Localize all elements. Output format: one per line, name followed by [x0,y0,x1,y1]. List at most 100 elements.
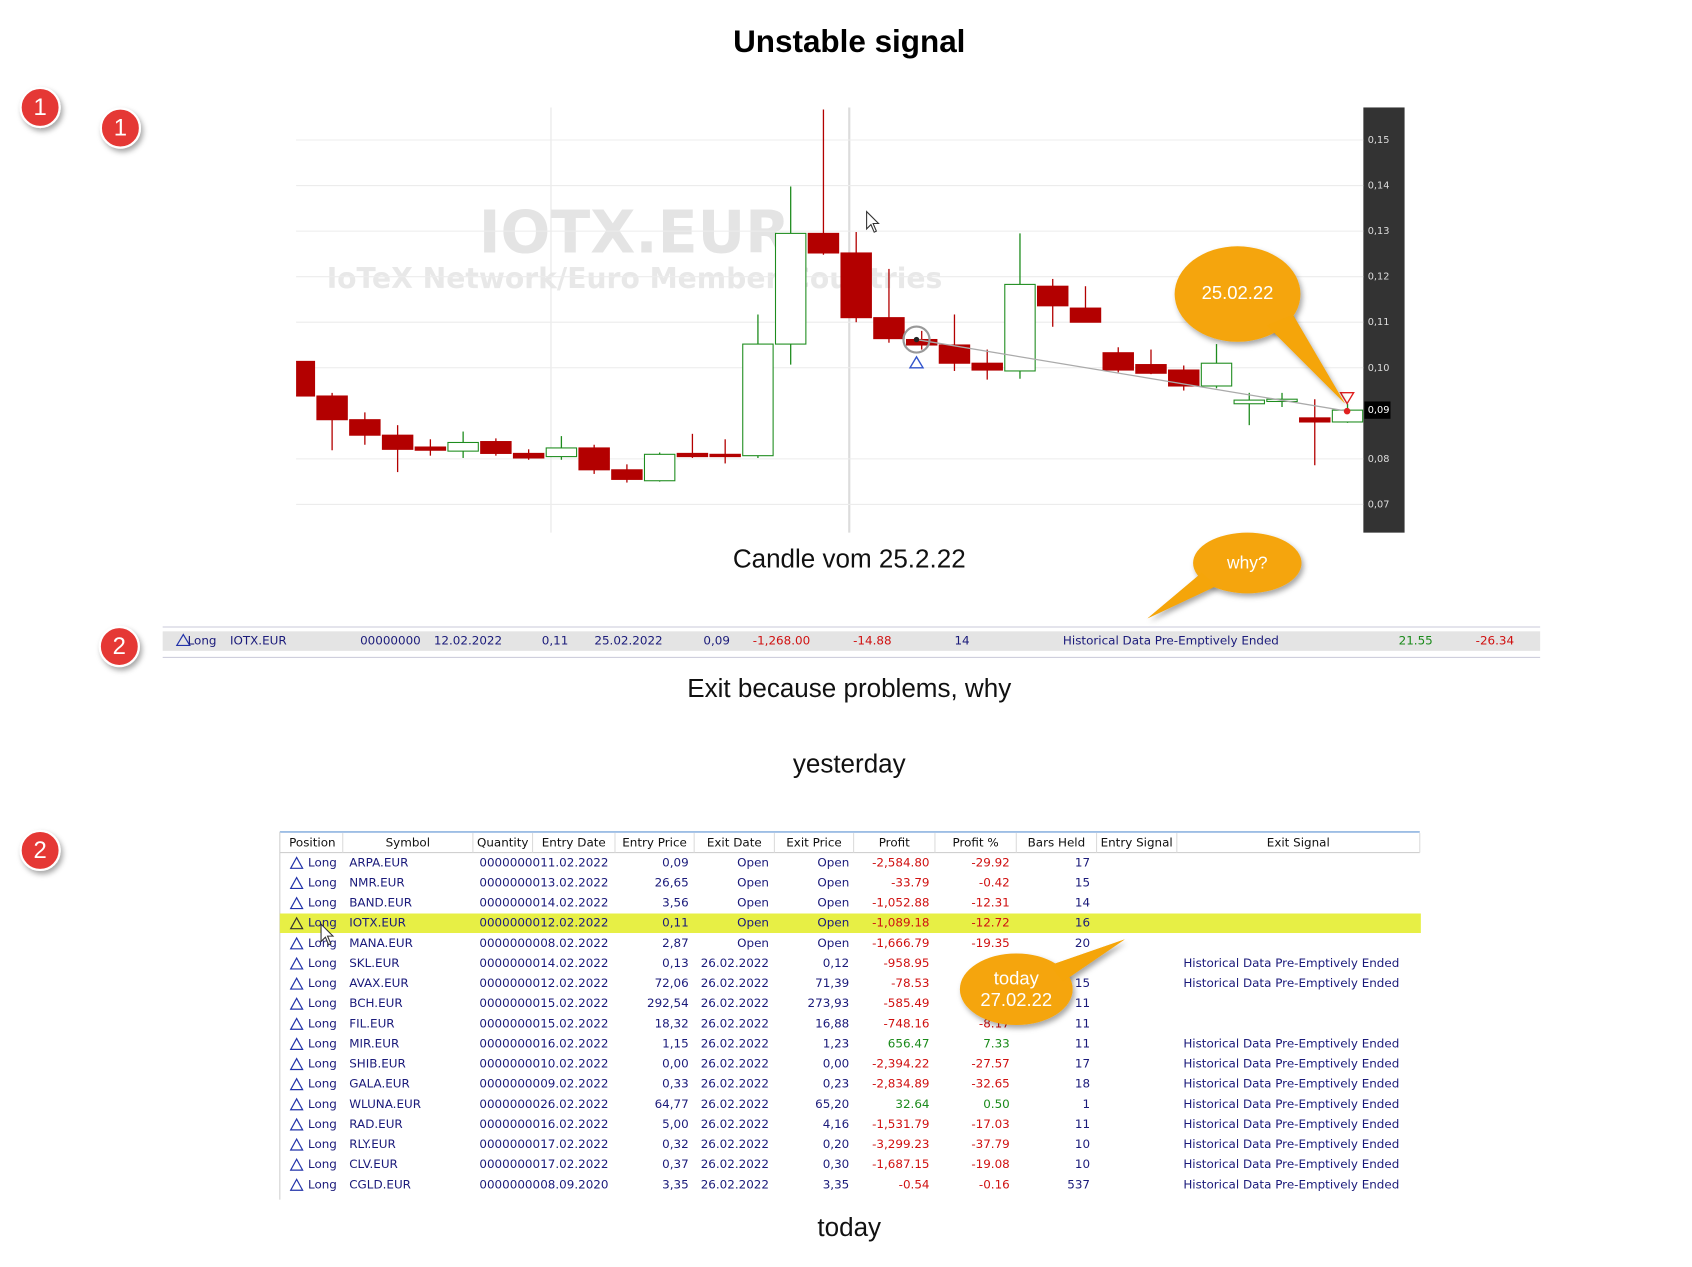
long-icon [289,1137,304,1151]
table-cell: Historical Data Pre-Emptively Ended [1183,1177,1399,1191]
table-cell: 3,56 [662,896,689,910]
table-cell: 10 [1075,1137,1090,1151]
table-cell: -37.79 [971,1137,1009,1151]
badge [99,107,141,149]
last-price-tag [1364,401,1391,419]
candle-body [414,446,447,451]
y-tick-label: 0,08 [1368,454,1390,465]
long-icon [289,896,304,910]
table-cell: 00000000 [479,855,540,869]
strip-background [162,631,1541,651]
table-cell: 26.02.2022 [701,1016,769,1030]
y-tick-label: 0,11 [1368,317,1390,328]
long-icon [289,1057,304,1071]
table-cell: 09.02.2022 [540,1077,608,1091]
candle-body [1233,399,1265,405]
candle-body [316,395,348,421]
strip-cell: -26.34 [1476,634,1514,648]
table-cell: 26.02.2022 [540,1097,608,1111]
table-cell: 10.02.2022 [540,1057,608,1071]
table-cell: 16,88 [815,1016,849,1030]
candle-body [611,469,643,480]
table-cell: 0,00 [823,1057,850,1071]
strip-cell: 0,09 [703,634,730,648]
caption: yesterday [793,749,906,779]
table-cell: 08.09.2020 [540,1177,608,1191]
long-icon [289,936,304,950]
table-cell: Long [308,1016,337,1030]
candle-body [643,453,676,482]
candle-body [1102,352,1134,371]
table-cell: 18,32 [655,1016,689,1030]
table-cell: 15 [1075,876,1090,890]
table-cell: Long [308,1157,337,1171]
strip-cell: 00000000 [360,634,421,648]
table-cell: 3,35 [823,1177,850,1191]
strip-cell: -1,268.00 [753,634,810,648]
table-cell: 2,87 [662,936,689,950]
table-cell: Long [308,896,337,910]
y-tick-label: 0,15 [1368,135,1390,146]
table-cell: 17 [1075,855,1090,869]
table-cell: 00000000 [479,1016,540,1030]
table-cell: Open [737,855,769,869]
strip-cell: -14.88 [853,634,891,648]
table-cell: 00000000 [479,1117,540,1131]
table-cell: 00000000 [479,1036,540,1050]
table-cell: 16.02.2022 [540,1117,608,1131]
callout-text: today [994,967,1040,988]
table-cell: Long [308,1177,337,1191]
table-cell: BAND.EUR [349,896,412,910]
table-cell: Open [817,855,849,869]
table-cell: 16 [1075,916,1090,930]
table-cell: 65,20 [815,1097,849,1111]
table-cell: 11 [1075,1117,1090,1131]
table-cell: -78.53 [891,976,929,990]
column-header: Profit % [953,835,999,849]
positions-table: Position Symbol Quantity Entry Date Entry Pr… [279,831,1421,1200]
strip-cell: 25.02.2022 [594,634,662,648]
table-cell: 17 [1075,1057,1090,1071]
table-cell: NMR.EUR [349,876,404,890]
table-cell: Long [308,956,337,970]
table-cell: 00000000 [479,1057,540,1071]
candle-body [873,317,905,340]
table-cell: -17.03 [971,1117,1009,1131]
price-axis [1363,107,1405,533]
long-icon [289,997,304,1010]
table-cell: 15 [1075,976,1090,990]
badge-number: 2 [33,837,46,864]
candle-body [1200,362,1233,387]
column-header: Entry Price [622,835,687,849]
table-cell: 14 [1075,896,1090,910]
y-tick-label: 0,13 [1368,226,1390,237]
callout-today [959,953,1073,1026]
table-cell: IOTX.EUR [349,916,406,930]
table-cell: Long [308,1097,337,1111]
candle-body [1069,307,1102,323]
table-cell: Long [308,855,337,869]
table-cell: -1,666.79 [872,936,929,950]
column-header: Bars Held [1028,835,1086,849]
table-cell: 15.02.2022 [540,996,608,1010]
table-cell: 26.02.2022 [701,1137,769,1151]
table-cell: -0.16 [979,1177,1010,1191]
candle-body [807,232,840,254]
table-cell: -0.42 [979,876,1010,890]
table-cell: Long [308,996,337,1010]
table-cell: -3,299.23 [872,1137,929,1151]
table-cell: 0,20 [823,1137,850,1151]
table-cell: 0,23 [823,1077,850,1091]
table-cell: 00000000 [479,1137,540,1151]
table-cell: Historical Data Pre-Emptively Ended [1183,1077,1399,1091]
callout-text: why? [1226,553,1268,573]
table-cell: 656.47 [888,1036,930,1050]
table-cell: 1 [1082,1097,1090,1111]
table-cell: Historical Data Pre-Emptively Ended [1183,1057,1399,1071]
table-cell: MANA.EUR [349,936,413,950]
table-cell: Open [817,876,849,890]
table-cell: 0,00 [662,1057,689,1071]
candle-body [296,360,316,397]
table-cell: 26.02.2022 [701,1036,769,1050]
